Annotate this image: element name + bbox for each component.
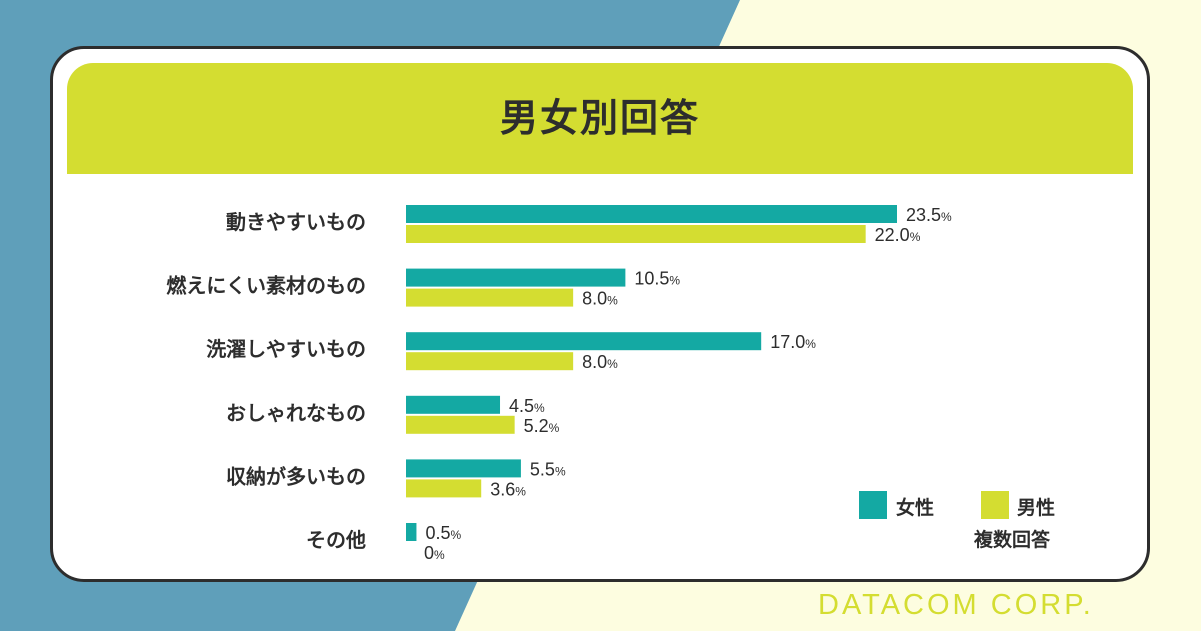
data-label-value: 5.2: [524, 416, 549, 436]
legend-swatch-female: [859, 491, 887, 519]
bar-female: [406, 459, 521, 478]
data-label-female: 23.5%: [906, 205, 952, 225]
data-label-value: 17.0: [770, 332, 805, 352]
brand-logo-text: DATACOM CORP.: [818, 589, 1094, 621]
data-label-value: 8.0: [582, 352, 607, 372]
data-label-value: 10.5: [634, 269, 669, 289]
data-label-value: 0: [424, 543, 434, 563]
bar-female: [406, 332, 762, 351]
category-label: 収納が多いもの: [226, 464, 366, 488]
legend-label-male: 男性: [1017, 497, 1056, 519]
data-label-unit: %: [910, 230, 921, 244]
data-label-unit: %: [450, 528, 461, 542]
data-label-male: 0%: [424, 543, 445, 563]
legend-label-female: 女性: [896, 497, 935, 519]
data-label-value: 4.5: [509, 396, 534, 416]
data-label-male: 3.6%: [490, 479, 526, 499]
bar-male: [406, 288, 574, 307]
category-label: 洗濯しやすいもの: [206, 337, 366, 361]
data-label-unit: %: [607, 357, 618, 371]
data-label-value: 23.5: [906, 205, 941, 225]
data-label-male: 8.0%: [582, 289, 618, 309]
card-header: 男女別回答: [67, 63, 1133, 174]
category-label: おしゃれなもの: [226, 401, 366, 425]
bar-male: [406, 479, 482, 498]
bar-female: [406, 205, 897, 223]
data-label-unit: %: [805, 337, 816, 351]
legend-swatch-male: [981, 491, 1009, 519]
data-label-unit: %: [607, 294, 618, 308]
card-title: 男女別回答: [499, 96, 700, 140]
data-label-unit: %: [515, 484, 526, 498]
category-label: その他: [306, 528, 366, 552]
data-label-female: 0.5%: [425, 523, 461, 543]
data-label-unit: %: [534, 401, 545, 415]
multiple-answer-note: 複数回答: [974, 529, 1051, 551]
bar-female: [406, 268, 626, 287]
bar-male: [406, 415, 515, 434]
bar-male: [406, 225, 866, 243]
data-label-value: 3.6: [490, 479, 515, 499]
bar-female: [406, 395, 501, 414]
data-label-female: 5.5%: [530, 459, 566, 479]
data-label-unit: %: [555, 464, 566, 478]
bar-female: [406, 523, 417, 541]
data-label-female: 4.5%: [509, 396, 545, 416]
data-label-male: 22.0%: [875, 225, 921, 245]
data-label-male: 5.2%: [524, 416, 560, 436]
data-label-value: 8.0: [582, 289, 607, 309]
bar-male: [406, 352, 574, 371]
category-label: 動きやすいもの: [226, 210, 366, 234]
chart-card: 男女別回答: [50, 46, 1150, 582]
data-label-value: 5.5: [530, 459, 555, 479]
data-label-female: 17.0%: [770, 332, 816, 352]
data-label-value: 0.5: [425, 523, 450, 543]
data-label-unit: %: [434, 548, 445, 562]
data-label-male: 8.0%: [582, 352, 618, 372]
data-label-unit: %: [669, 274, 680, 288]
data-label-value: 22.0: [875, 225, 910, 245]
data-label-female: 10.5%: [634, 269, 680, 289]
data-label-unit: %: [549, 421, 560, 435]
data-label-unit: %: [941, 210, 952, 224]
category-label: 燃えにくい素材のもの: [166, 274, 366, 298]
